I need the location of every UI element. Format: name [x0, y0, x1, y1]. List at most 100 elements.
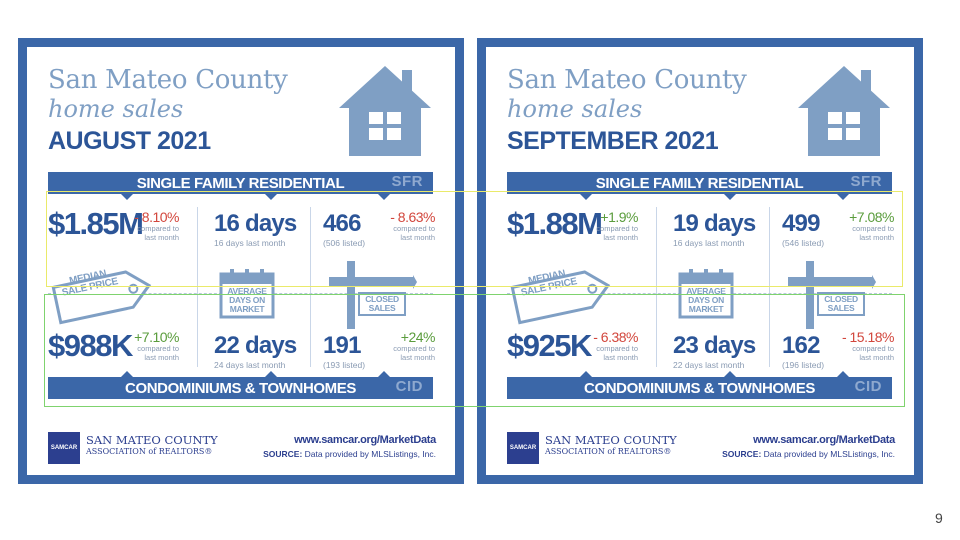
band-notch	[837, 371, 849, 377]
cid-price-change: +7.10% compared to last month	[133, 330, 179, 362]
sfr-price-compare: compared to last month	[137, 224, 179, 242]
sfr-days-last-month: 16 days last month	[673, 238, 745, 248]
sfr-sales-change-value: +7.08%	[849, 209, 894, 225]
cid-median-price: $925K	[507, 328, 592, 363]
cid-sales-change-value: - 15.18%	[841, 329, 895, 345]
sfr-days-on-market: 19 days	[673, 210, 756, 237]
band-notch	[378, 371, 390, 377]
cid-price-change-value: - 6.38%	[593, 329, 638, 345]
closed-sales-label: CLOSED SALES	[824, 294, 858, 313]
cid-closed-sales: 191	[323, 332, 361, 359]
source-note: SOURCE: Data provided by MLSListings, In…	[722, 449, 895, 459]
title-month: SEPTEMBER 2021	[507, 127, 719, 155]
org-association: ASSOCIATION of REALTORS®	[545, 447, 672, 456]
price-tag-icon	[510, 270, 611, 325]
band-notch	[724, 371, 736, 377]
sfr-price-change: +1.9% compared to last month	[592, 210, 638, 242]
cid-price-compare: compared to last month	[596, 344, 638, 362]
sfr-band-label: SINGLE FAMILY RESIDENTIAL	[136, 174, 345, 192]
sfr-sales-change: - 8.63% compared to last month	[389, 210, 435, 242]
cid-sales-compare: compared to last month	[852, 344, 894, 362]
source-note: SOURCE: Data provided by MLSListings, In…	[263, 449, 436, 459]
average-days-on-market-label: AVERAGE DAYS ON MARKET	[227, 286, 267, 314]
august-2021-panel: San Mateo County home sales AUGUST 2021 …	[18, 38, 464, 484]
sfr-listed: (546 listed)	[782, 238, 825, 248]
for-sale-sign-icon	[329, 261, 417, 329]
column-divider	[656, 207, 657, 367]
page-number: 9	[935, 510, 943, 526]
title-subtitle: home sales	[507, 95, 643, 123]
house-icon	[339, 66, 431, 156]
org-name: SAN MATEO COUNTY	[86, 433, 218, 447]
column-divider	[769, 207, 770, 367]
sfr-abbr: SFR	[391, 173, 423, 190]
band-notch	[580, 194, 592, 200]
closed-sales-label: CLOSED SALES	[365, 294, 399, 313]
column-divider	[197, 207, 198, 367]
band-notch	[837, 194, 849, 200]
september-2021-panel: San Mateo County home sales SEPTEMBER 20…	[477, 38, 923, 484]
sfr-median-price: $1.85M	[48, 206, 144, 241]
title-month: AUGUST 2021	[48, 127, 211, 155]
cid-band: CONDOMINIUMS & TOWNHOMES CID	[507, 371, 892, 399]
cid-median-price: $988K	[48, 328, 133, 363]
samcar-logo: SAMCAR	[48, 432, 80, 464]
infographic-card: San Mateo County home sales SEPTEMBER 20…	[486, 47, 914, 475]
title-county: San Mateo County	[48, 65, 288, 95]
calendar-icon	[678, 269, 734, 319]
sfr-sales-change: +7.08% compared to last month	[848, 210, 894, 242]
cid-abbr: CID	[854, 378, 882, 395]
band-notch	[265, 194, 277, 200]
cid-price-compare: compared to last month	[137, 344, 179, 362]
sfr-abbr: SFR	[850, 173, 882, 190]
cid-band-label: CONDOMINIUMS & TOWNHOMES	[125, 379, 356, 397]
source-label: SOURCE:	[263, 449, 303, 459]
sfr-closed-sales: 499	[782, 210, 820, 237]
sfr-listed: (506 listed)	[323, 238, 366, 248]
band-notch	[378, 194, 390, 200]
cid-listed: (196 listed)	[782, 360, 825, 370]
cid-highlight-box	[44, 294, 905, 407]
sfr-median-price: $1.88M	[507, 206, 603, 241]
cid-price-change-value: +7.10%	[134, 329, 179, 345]
source-text: Data provided by MLSListings, Inc.	[763, 449, 895, 459]
source-label: SOURCE:	[722, 449, 762, 459]
cid-sales-change: - 15.18% compared to last month	[841, 329, 895, 362]
market-data-url[interactable]: www.samcar.org/MarketData	[294, 434, 436, 446]
house-icon	[798, 66, 890, 156]
cid-band-label: CONDOMINIUMS & TOWNHOMES	[584, 379, 815, 397]
sfr-price-change: - 8.10% compared to last month	[133, 210, 179, 242]
sfr-days-last-month: 16 days last month	[214, 238, 286, 248]
cid-sales-compare: compared to last month	[393, 344, 435, 362]
cid-listed: (193 listed)	[323, 360, 366, 370]
samcar-logo: SAMCAR	[507, 432, 539, 464]
band-notch	[265, 371, 277, 377]
band-notch	[724, 194, 736, 200]
org-name: SAN MATEO COUNTY	[545, 433, 677, 447]
column-divider	[310, 207, 311, 367]
cid-sales-change: +24% compared to last month	[389, 330, 435, 362]
sfr-highlight-box	[46, 191, 903, 287]
sfr-band: SINGLE FAMILY RESIDENTIAL SFR	[48, 172, 433, 200]
for-sale-sign-icon	[788, 261, 876, 329]
title-subtitle: home sales	[48, 95, 184, 123]
cid-abbr: CID	[395, 378, 423, 395]
sfr-price-change-value: +1.9%	[600, 209, 638, 225]
sfr-price-compare: compared to last month	[596, 224, 638, 242]
market-data-url[interactable]: www.samcar.org/MarketData	[753, 434, 895, 446]
cid-band: CONDOMINIUMS & TOWNHOMES CID	[48, 371, 433, 399]
org-association: ASSOCIATION of REALTORS®	[86, 447, 213, 456]
sfr-days-on-market: 16 days	[214, 210, 297, 237]
cid-days-on-market: 23 days	[673, 332, 756, 359]
sfr-price-change-value: - 8.10%	[134, 209, 179, 225]
band-notch	[121, 371, 133, 377]
cid-days-last-month: 22 days last month	[673, 360, 745, 370]
sfr-sales-change-value: - 8.63%	[390, 209, 435, 225]
cid-days-last-month: 24 days last month	[214, 360, 286, 370]
band-notch	[580, 371, 592, 377]
infographic-card: San Mateo County home sales AUGUST 2021 …	[27, 47, 455, 475]
calendar-icon	[219, 269, 275, 319]
sfr-sales-compare: compared to last month	[852, 224, 894, 242]
sfr-sales-compare: compared to last month	[393, 224, 435, 242]
band-notch	[121, 194, 133, 200]
